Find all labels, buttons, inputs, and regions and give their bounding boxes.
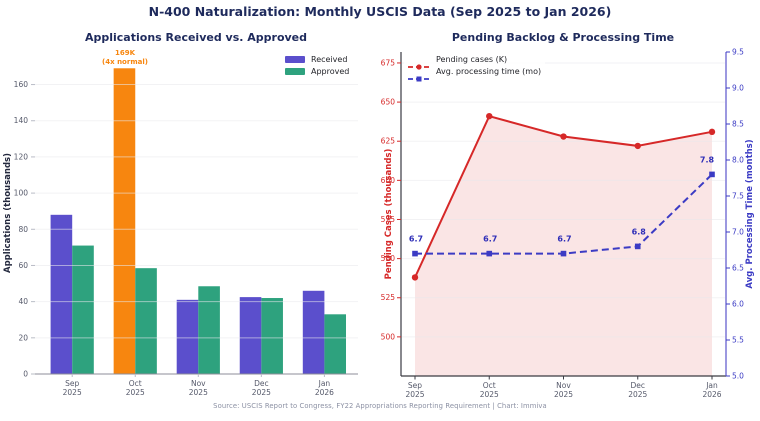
x-tick-label: 2026 (315, 388, 334, 397)
x-tick-label: 2025 (405, 390, 424, 399)
processing-point-sep-2025 (412, 250, 418, 257)
x-tick-label: 2025 (554, 390, 573, 399)
pending-point-jan-2026 (708, 128, 716, 136)
y-tick-label: 40 (18, 297, 28, 306)
x-tick-label: 2025 (628, 390, 647, 399)
pending-point-oct-2025 (486, 112, 493, 120)
right-tick-label: 5.5 (732, 336, 744, 345)
right-tick-label: 8.0 (732, 156, 744, 165)
processing-point-oct-2025 (486, 250, 493, 257)
x-tick-label: 2025 (252, 388, 271, 397)
right-tick-label: 7.0 (732, 228, 744, 237)
left-tick-label: 600 (381, 176, 396, 185)
y-tick-label: 140 (14, 116, 29, 125)
right-tick-label: 7.5 (732, 192, 744, 201)
bar-approved-oct-2025 (135, 268, 157, 374)
processing-time-value-label: 6.7 (483, 235, 497, 244)
source-attribution: Source: USCIS Report to Congress, FY22 A… (213, 402, 547, 410)
x-tick-label: Nov (191, 379, 206, 388)
bar-chart-title: Applications Received vs. Approved (84, 31, 308, 44)
processing-point-nov-2025 (560, 250, 567, 257)
processing-time-value-label: 6.7 (409, 235, 423, 244)
processing-time-value-label: 6.8 (632, 227, 647, 236)
right-tick-label: 6.5 (732, 264, 744, 273)
pending-point-sep-2025 (411, 274, 419, 281)
bar-chart-legend: Received Approved (281, 53, 354, 78)
y-tick-label: 160 (14, 80, 29, 89)
legend-label: Approved (311, 67, 350, 76)
line-chart-right-axis-label: Avg. Processing Time (months) (745, 139, 755, 289)
right-tick-label: 6.0 (732, 300, 744, 309)
pending-line-icon (408, 56, 430, 70)
legend-item-processing-time: Avg. processing time (mo) (408, 67, 542, 81)
x-tick-label: Sep (65, 379, 79, 388)
left-tick-label: 650 (381, 98, 396, 107)
x-tick-label: Jan (318, 379, 331, 388)
highlight-annotation: 169K (4x normal) (85, 49, 165, 66)
bar-received-jan-2026 (302, 290, 325, 374)
processing-time-line-icon (408, 68, 430, 81)
y-tick-label: 120 (14, 152, 29, 161)
processing-point-dec-2025 (634, 243, 641, 250)
bar-received-oct-2025 (113, 68, 136, 375)
x-tick-label: 2025 (126, 388, 145, 397)
right-tick-label: 8.5 (732, 120, 744, 129)
legend-label: Received (311, 55, 348, 64)
x-tick-label: Dec (254, 379, 269, 388)
y-tick-label: 60 (18, 261, 28, 270)
y-tick-label: 80 (18, 225, 28, 234)
left-tick-label: 550 (381, 254, 396, 263)
right-tick-label: 5.0 (732, 372, 744, 381)
y-tick-label: 100 (14, 189, 29, 198)
legend-item-pending: Pending cases (K) (408, 55, 541, 70)
line-chart-title: Pending Backlog & Processing Time (451, 31, 675, 44)
bar-received-sep-2025 (50, 214, 73, 374)
highlight-annotation-line2: (4x normal) (102, 57, 148, 66)
left-tick-label: 625 (381, 137, 396, 146)
bar-approved-sep-2025 (72, 245, 94, 374)
legend-label: Avg. processing time (mo) (436, 67, 542, 76)
legend-label: Pending cases (K) (436, 55, 508, 64)
x-tick-label: 2025 (189, 388, 208, 397)
y-tick-label: 20 (18, 333, 28, 342)
legend-item-approved: Approved (285, 67, 349, 76)
bar-received-nov-2025 (176, 299, 199, 374)
x-tick-label: 2026 (702, 390, 721, 399)
line-chart-legend: Pending cases (K) Avg. processing time (… (404, 53, 546, 81)
right-tick-label: 9.5 (732, 48, 744, 57)
x-tick-label: Dec (630, 381, 645, 390)
bar-chart-y-axis-label: Applications (thousands) (3, 153, 13, 274)
legend-item-received: Received (285, 55, 349, 64)
right-tick-label: 9.0 (732, 84, 744, 93)
pending-area-fill (415, 116, 712, 376)
bar-approved-dec-2025 (261, 298, 283, 374)
line-chart-left-axis-label: Pending Cases (thousands) (384, 148, 394, 280)
left-tick-label: 675 (381, 58, 396, 67)
page-title: N-400 Naturalization: Monthly USCIS Data… (148, 4, 612, 19)
pending-point-dec-2025 (634, 142, 641, 150)
approved-swatch-icon (285, 68, 305, 75)
highlight-annotation-line1: 169K (114, 49, 136, 57)
x-tick-label: Oct (483, 381, 496, 390)
y-tick-label: 0 (23, 370, 28, 379)
left-tick-label: 575 (381, 215, 396, 224)
received-swatch-icon (285, 56, 305, 63)
pending-point-nov-2025 (560, 133, 567, 140)
x-tick-label: 2025 (63, 388, 82, 397)
left-tick-label: 525 (381, 293, 396, 302)
x-tick-label: Nov (556, 381, 571, 390)
bar-approved-jan-2026 (324, 314, 346, 374)
x-tick-label: Sep (408, 381, 422, 390)
x-tick-label: Jan (705, 381, 718, 390)
processing-time-value-label: 7.8 (700, 155, 715, 164)
left-tick-label: 500 (381, 332, 396, 341)
processing-time-value-label: 6.7 (557, 235, 571, 244)
x-tick-label: Oct (129, 379, 142, 388)
processing-point-jan-2026 (709, 171, 715, 178)
bar-received-dec-2025 (239, 297, 262, 374)
x-tick-label: 2025 (480, 390, 499, 399)
bar-approved-nov-2025 (198, 286, 220, 374)
